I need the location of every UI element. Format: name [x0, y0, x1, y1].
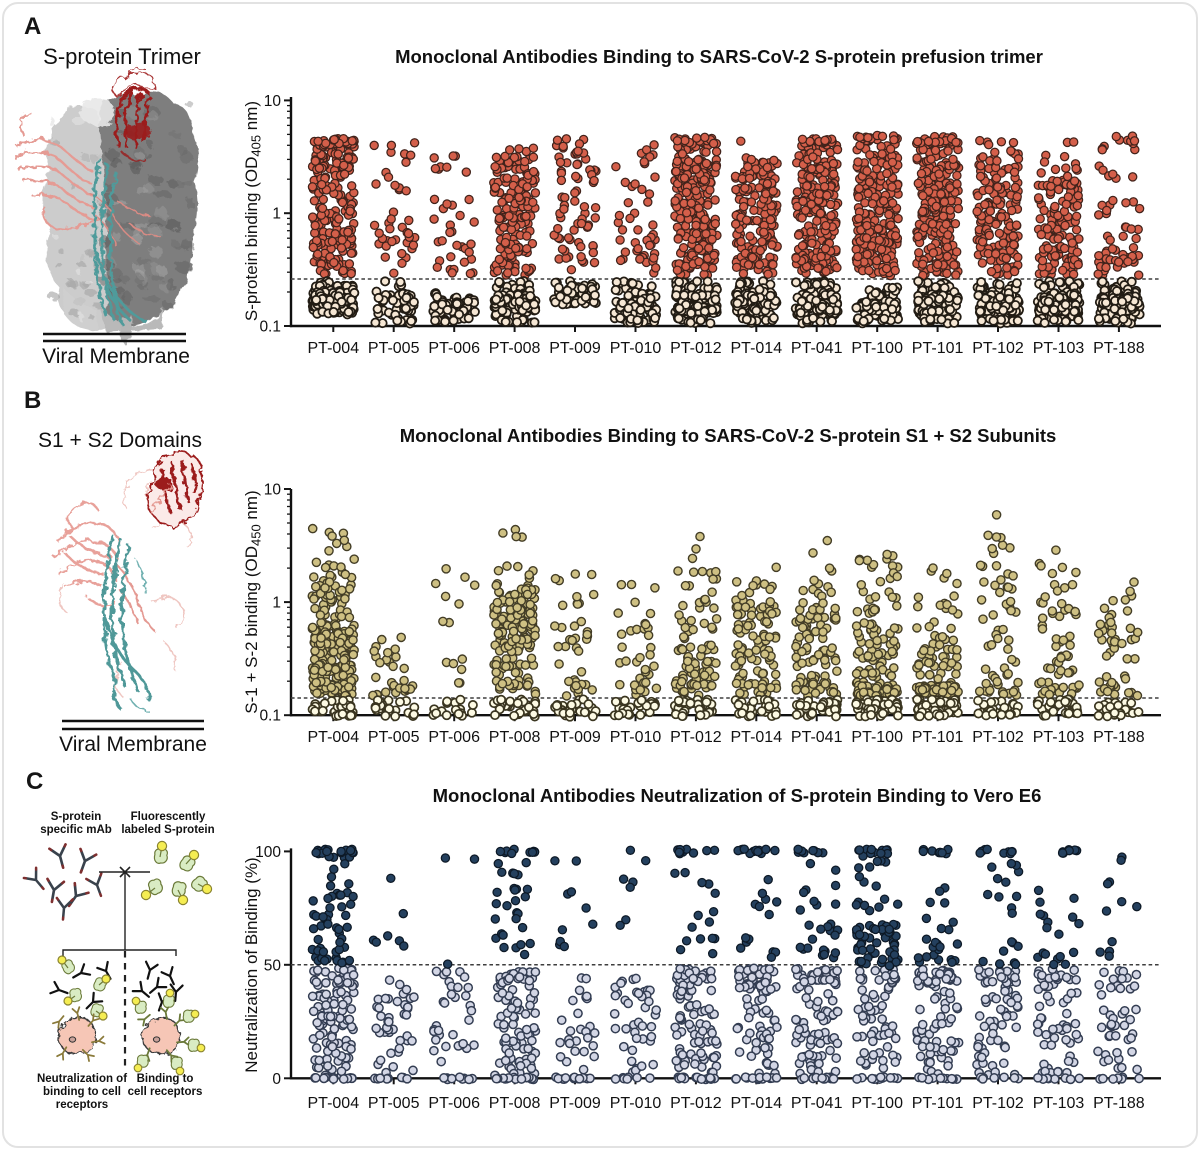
svg-text:PT-103: PT-103 [1033, 729, 1085, 746]
svg-text:PT-009: PT-009 [549, 1095, 601, 1112]
svg-text:receptors: receptors [56, 1099, 108, 1111]
svg-text:labeled S-protein: labeled S-protein [121, 824, 214, 836]
svg-text:PT-008: PT-008 [489, 1095, 541, 1112]
svg-text:PT-009: PT-009 [549, 340, 601, 357]
svg-text:10: 10 [264, 482, 282, 499]
svg-text:Neutralization of: Neutralization of [37, 1073, 127, 1085]
svg-text:PT-014: PT-014 [731, 340, 783, 357]
svg-text:10: 10 [264, 93, 282, 110]
svg-text:PT-004: PT-004 [308, 340, 360, 357]
svg-text:PT-041: PT-041 [791, 729, 843, 746]
svg-text:PT-102: PT-102 [972, 729, 1024, 746]
svg-text:PT-004: PT-004 [308, 1095, 360, 1112]
svg-text:PT-188: PT-188 [1093, 1095, 1145, 1112]
svg-text:Binding to: Binding to [137, 1073, 194, 1085]
svg-text:PT-014: PT-014 [731, 1095, 783, 1112]
svg-text:Viral Membrane: Viral Membrane [59, 733, 207, 756]
svg-text:Viral Membrane: Viral Membrane [42, 345, 190, 368]
svg-text:PT-041: PT-041 [791, 340, 843, 357]
svg-text:C: C [26, 768, 43, 795]
svg-text:Fluorescently: Fluorescently [131, 811, 206, 823]
svg-text:PT-100: PT-100 [851, 340, 903, 357]
svg-text:PT-006: PT-006 [428, 1095, 480, 1112]
svg-text:PT-014: PT-014 [731, 729, 783, 746]
svg-text:PT-006: PT-006 [428, 340, 480, 357]
svg-text:PT-005: PT-005 [368, 1095, 420, 1112]
svg-text:0: 0 [272, 1071, 281, 1088]
svg-text:PT-041: PT-041 [791, 1095, 843, 1112]
svg-text:PT-101: PT-101 [912, 340, 964, 357]
svg-text:S-1 + S-2 binding (OD450 nm): S-1 + S-2 binding (OD450 nm) [242, 490, 264, 713]
svg-text:PT-010: PT-010 [610, 729, 662, 746]
svg-text:specific mAb: specific mAb [40, 824, 112, 836]
svg-text:PT-100: PT-100 [851, 729, 903, 746]
svg-text:B: B [24, 387, 41, 414]
svg-text:PT-008: PT-008 [489, 340, 541, 357]
svg-text:Monoclonal Antibodies Binding: Monoclonal Antibodies Binding to SARS-Co… [400, 425, 1057, 446]
svg-text:S-protein: S-protein [51, 811, 101, 823]
svg-text:A: A [24, 13, 41, 40]
svg-text:PT-188: PT-188 [1093, 729, 1145, 746]
svg-text:Monoclonal Antibodies Neutrali: Monoclonal Antibodies Neutralization of … [433, 785, 1042, 806]
svg-text:PT-103: PT-103 [1033, 340, 1085, 357]
svg-text:0.1: 0.1 [259, 319, 281, 336]
svg-text:S-protein Trimer: S-protein Trimer [43, 44, 201, 69]
svg-text:PT-101: PT-101 [912, 729, 964, 746]
svg-text:PT-012: PT-012 [670, 1095, 722, 1112]
svg-text:PT-010: PT-010 [610, 340, 662, 357]
svg-text:PT-005: PT-005 [368, 729, 420, 746]
svg-text:PT-100: PT-100 [851, 1095, 903, 1112]
svg-text:PT-102: PT-102 [972, 340, 1024, 357]
svg-text:PT-010: PT-010 [610, 1095, 662, 1112]
svg-text:binding to cell: binding to cell [43, 1086, 121, 1098]
svg-text:PT-012: PT-012 [670, 729, 722, 746]
svg-text:Neutralization of Binding (%): Neutralization of Binding (%) [242, 857, 261, 1072]
svg-text:S1 + S2 Domains: S1 + S2 Domains [38, 429, 202, 452]
svg-text:PT-004: PT-004 [308, 729, 360, 746]
svg-text:1: 1 [272, 206, 281, 223]
svg-text:PT-008: PT-008 [489, 729, 541, 746]
svg-text:PT-188: PT-188 [1093, 340, 1145, 357]
svg-text:50: 50 [264, 957, 282, 974]
svg-text:PT-101: PT-101 [912, 1095, 964, 1112]
svg-text:1: 1 [272, 595, 281, 612]
svg-text:PT-102: PT-102 [972, 1095, 1024, 1112]
svg-text:Monoclonal Antibodies Binding: Monoclonal Antibodies Binding to SARS-Co… [395, 46, 1043, 67]
svg-text:PT-006: PT-006 [428, 729, 480, 746]
svg-text:PT-012: PT-012 [670, 340, 722, 357]
svg-text:S-protein binding (OD405 nm): S-protein binding (OD405 nm) [242, 101, 264, 321]
svg-text:cell receptors: cell receptors [128, 1086, 203, 1098]
svg-text:PT-009: PT-009 [549, 729, 601, 746]
svg-text:PT-005: PT-005 [368, 340, 420, 357]
svg-text:0.1: 0.1 [259, 708, 281, 725]
svg-text:PT-103: PT-103 [1033, 1095, 1085, 1112]
